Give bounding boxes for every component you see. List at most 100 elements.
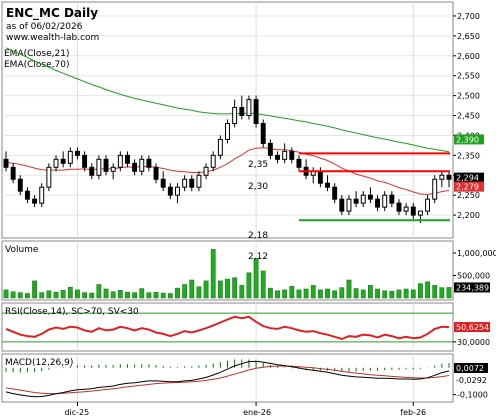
level-label-s1: 2,18 bbox=[248, 231, 268, 241]
candle-body bbox=[246, 99, 252, 117]
candle-body bbox=[367, 194, 373, 200]
volume-bar bbox=[3, 289, 9, 299]
ema70-line bbox=[5, 47, 450, 153]
volume-bar bbox=[403, 288, 409, 299]
candle-body bbox=[217, 138, 223, 156]
volume-bar bbox=[39, 292, 45, 299]
volume-bar bbox=[346, 279, 352, 299]
price-series bbox=[3, 47, 452, 224]
volume-bar bbox=[82, 292, 87, 299]
volume-bar bbox=[253, 258, 259, 299]
candle-body bbox=[417, 210, 423, 216]
legend-ema21: EMA(Close,21) bbox=[4, 49, 69, 59]
candle-body bbox=[132, 162, 138, 172]
rsi-value-tag-bg bbox=[454, 322, 490, 333]
candle-body bbox=[396, 202, 402, 212]
volume-bar bbox=[46, 290, 52, 299]
candle-body bbox=[267, 142, 273, 156]
volume-bar bbox=[182, 284, 188, 299]
candle-body bbox=[203, 166, 209, 176]
candle-body bbox=[289, 150, 295, 160]
rsi-title: RSI(Close,14), SC>70, SV<30 bbox=[5, 307, 139, 317]
candle-body bbox=[425, 198, 431, 212]
macd-signal-value-tag: -0,0292 bbox=[456, 376, 487, 385]
volume-bar bbox=[275, 290, 280, 299]
candle-body bbox=[403, 206, 409, 212]
volume-bar bbox=[439, 287, 445, 299]
macd-signal-line bbox=[5, 365, 450, 395]
candle-body bbox=[282, 150, 288, 160]
volume-bar bbox=[132, 292, 138, 299]
price-tick-label: 2,250 bbox=[457, 191, 480, 200]
candle-body bbox=[239, 107, 245, 117]
rsi-tick-label: 30,0000 bbox=[457, 338, 490, 347]
volume-bar bbox=[375, 288, 380, 299]
volume-tick-label: 1,000,000 bbox=[457, 249, 496, 258]
volume-bar bbox=[96, 284, 102, 299]
x-tick-label: feb-26 bbox=[400, 408, 426, 417]
candle-body bbox=[146, 158, 152, 168]
volume-bar bbox=[425, 281, 430, 299]
ema70-value-tag-bg bbox=[454, 134, 484, 145]
candle-body bbox=[125, 154, 130, 164]
candle-body bbox=[375, 198, 381, 208]
volume-bar bbox=[189, 279, 195, 299]
volume-bar bbox=[103, 288, 109, 299]
volume-bar bbox=[239, 285, 245, 299]
volume-series bbox=[3, 249, 452, 299]
macd-tick-label: -0,1000 bbox=[457, 391, 488, 400]
volume-bar bbox=[110, 291, 116, 299]
price-tick-label: 2,550 bbox=[457, 72, 480, 81]
volume-bar bbox=[317, 289, 323, 299]
volume-bar bbox=[225, 278, 230, 299]
candle-body bbox=[275, 154, 280, 160]
volume-bar bbox=[17, 292, 23, 299]
volume-bar bbox=[260, 270, 266, 299]
volume-bar bbox=[60, 290, 66, 299]
candle-body bbox=[360, 194, 366, 204]
candle-body bbox=[346, 198, 352, 212]
candle-body bbox=[439, 174, 445, 180]
candle-body bbox=[182, 178, 188, 188]
candle-body bbox=[260, 122, 266, 144]
candle-body bbox=[167, 186, 173, 196]
candle-body bbox=[196, 174, 202, 188]
candle-body bbox=[410, 206, 416, 216]
macd-series bbox=[5, 359, 450, 398]
volume-bar bbox=[389, 291, 395, 299]
volume-bar bbox=[89, 292, 95, 299]
candle-body bbox=[103, 158, 109, 172]
volume-bar bbox=[246, 272, 252, 299]
volume-bar bbox=[325, 288, 330, 299]
ema21-value-tag: 2,279 bbox=[456, 183, 479, 192]
volume-bar bbox=[382, 290, 388, 299]
candle-body bbox=[67, 150, 73, 164]
chart-title: ENC_MC Daily bbox=[6, 6, 98, 21]
candle-body bbox=[325, 182, 330, 188]
candle-body bbox=[3, 158, 9, 168]
level-label-r2: 2,30 bbox=[248, 182, 268, 192]
volume-bar bbox=[310, 285, 316, 299]
volume-bar bbox=[53, 291, 59, 299]
volume-value-tag-bg bbox=[454, 282, 490, 293]
price-tick-label: 2,600 bbox=[457, 52, 480, 61]
candle-body bbox=[139, 158, 145, 172]
candle-body bbox=[382, 194, 388, 208]
candle-body bbox=[353, 198, 359, 204]
macd-value-tag: 0,0072 bbox=[456, 364, 484, 373]
close-value-tag-bg bbox=[454, 172, 484, 183]
volume-bar bbox=[303, 288, 309, 299]
volume-bar bbox=[175, 287, 180, 299]
volume-bar bbox=[267, 287, 273, 299]
candle-body bbox=[60, 158, 66, 164]
candle-body bbox=[74, 150, 80, 156]
volume-title: Volume bbox=[5, 245, 39, 255]
price-tick-label: 2,200 bbox=[457, 211, 480, 220]
candle-body bbox=[296, 158, 302, 168]
candle-body bbox=[332, 186, 338, 200]
candle-body bbox=[46, 166, 52, 188]
volume-bar bbox=[289, 286, 295, 299]
volume-bar bbox=[410, 289, 416, 299]
candle-body bbox=[17, 178, 23, 192]
candle-body bbox=[446, 174, 452, 180]
